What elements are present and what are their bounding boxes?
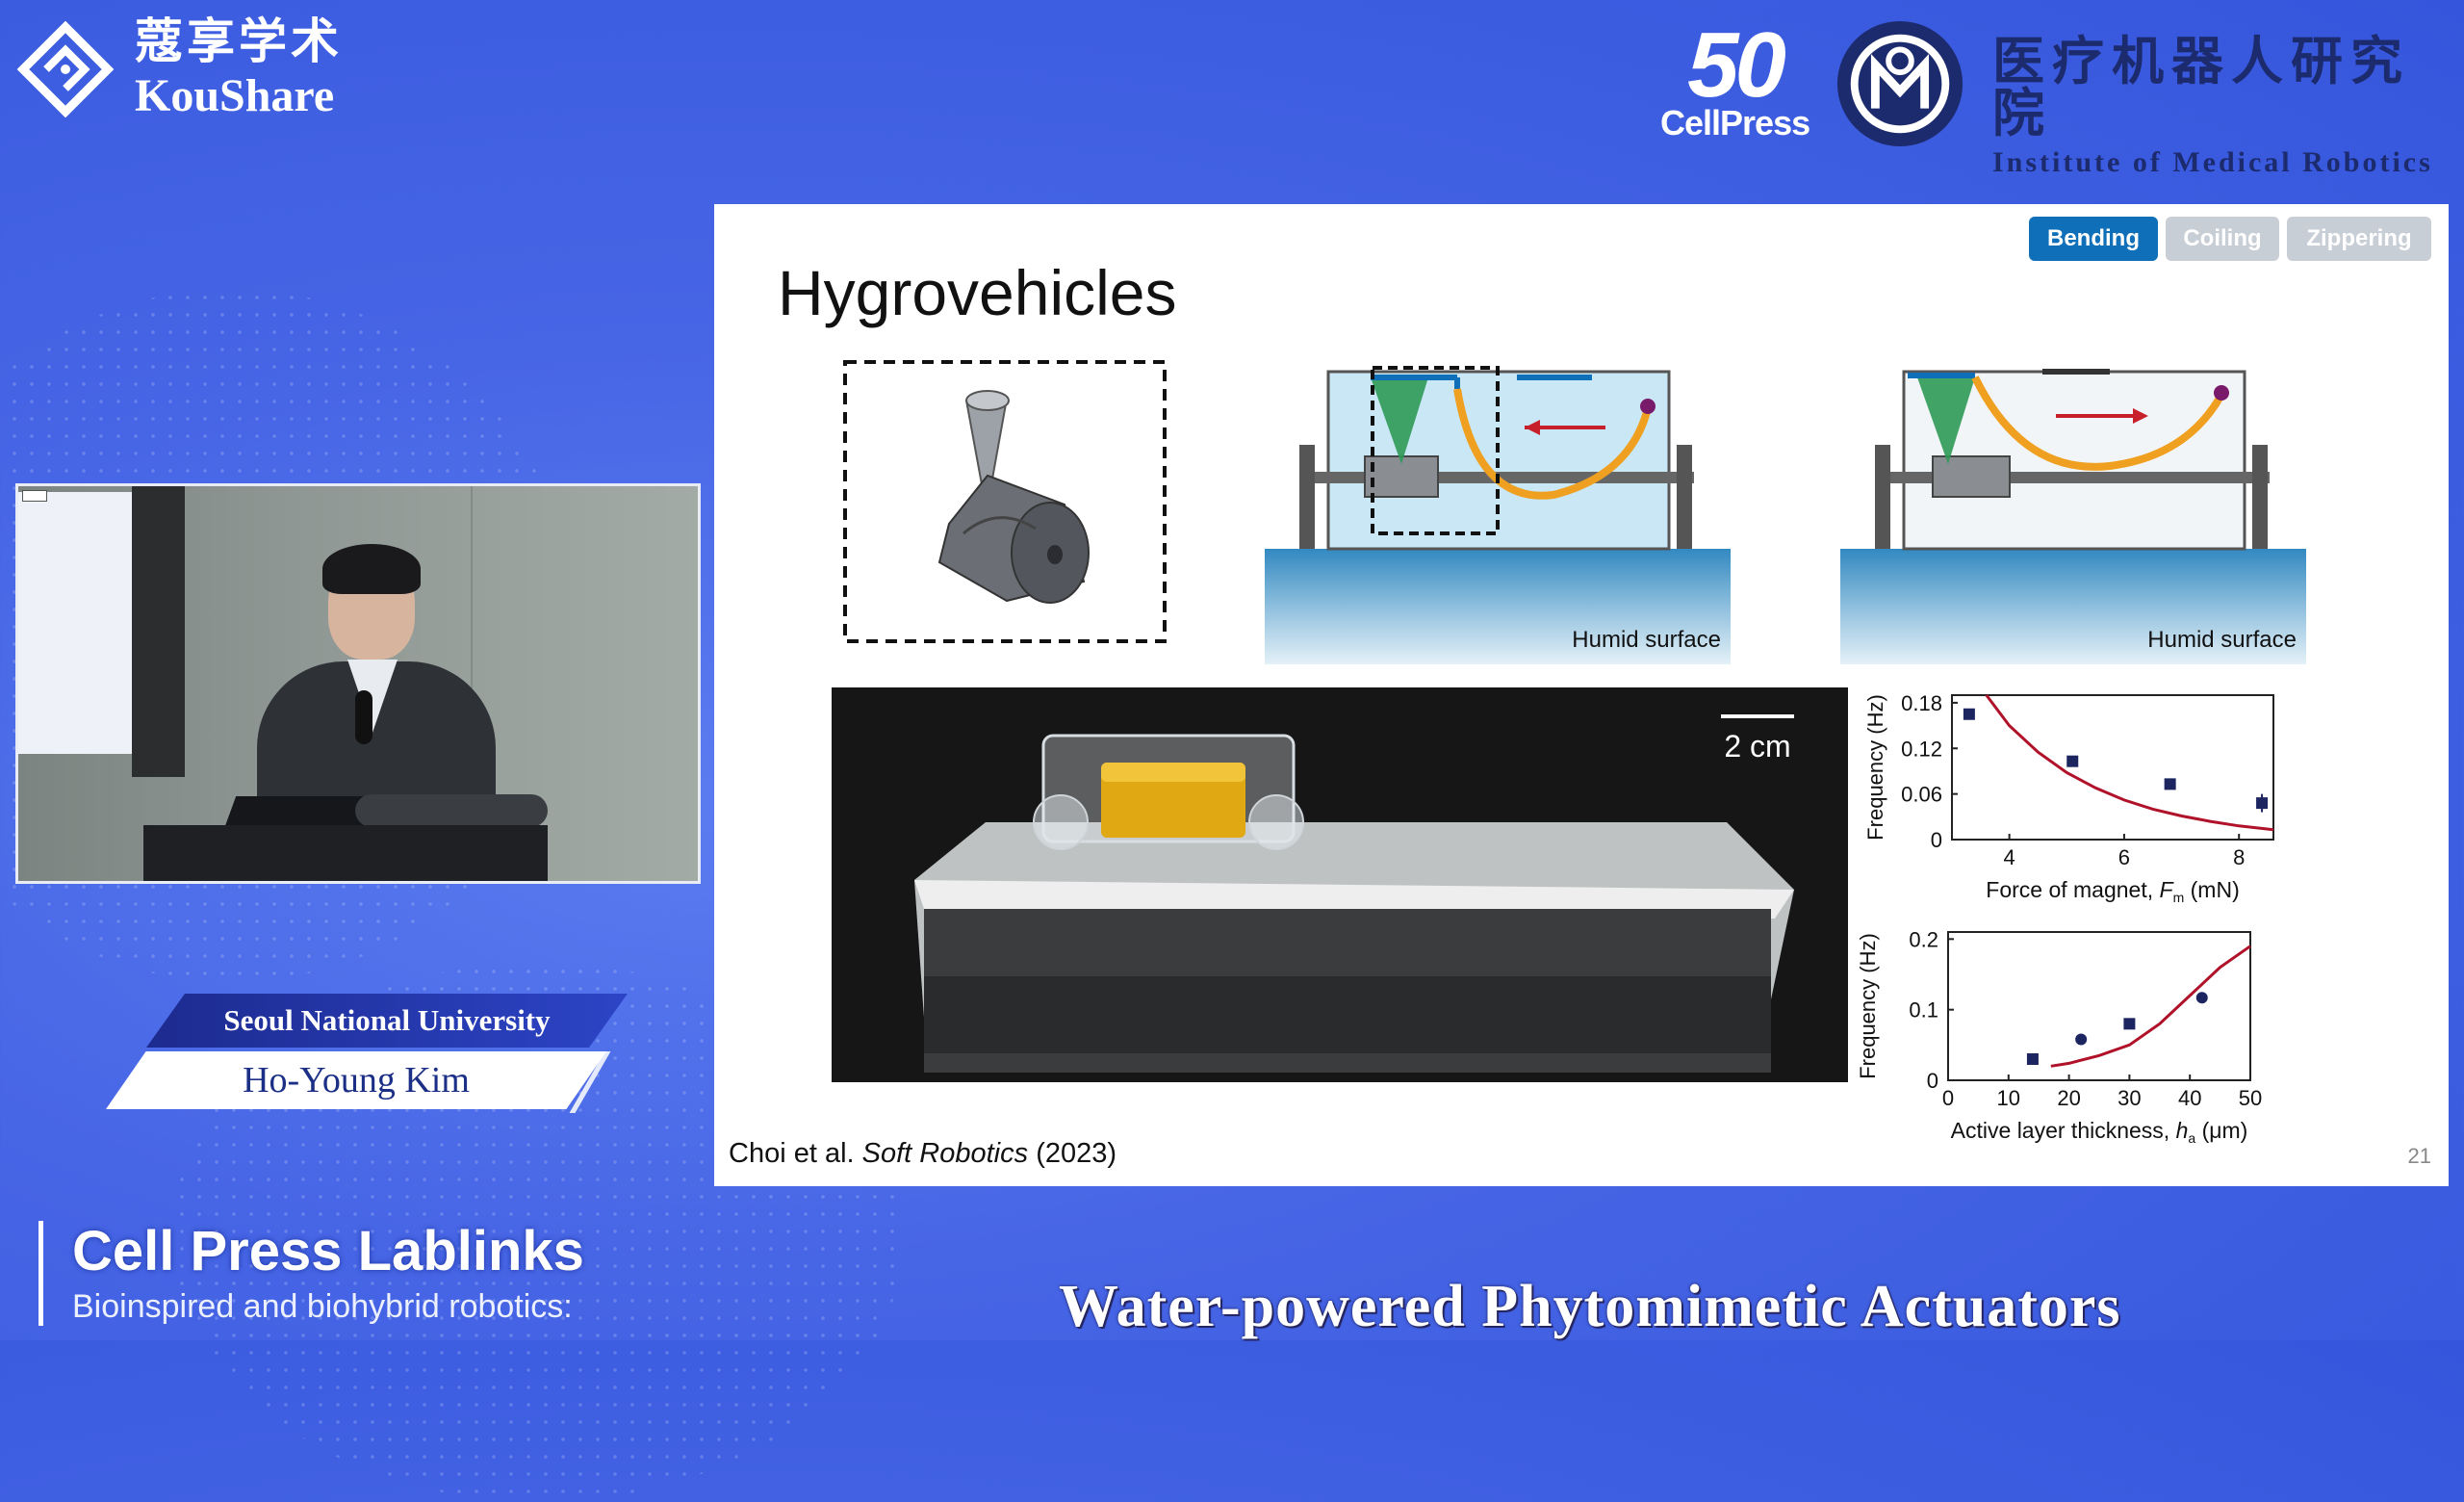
humid-surface-label-left: Humid surface xyxy=(1572,627,1721,653)
citation-authors: Choi et al. xyxy=(729,1138,855,1169)
y-tick-label: 0 xyxy=(1931,828,1942,852)
model-curve xyxy=(2050,945,2251,1068)
data-point xyxy=(2075,1033,2088,1046)
y-tick-label: 0.2 xyxy=(1909,927,1938,951)
imr-cn-name: 医疗机器人研究院 xyxy=(1992,30,2410,143)
speaker-affiliation: Seoul National University xyxy=(146,994,628,1048)
x-axis-label-part: Active layer thickness, xyxy=(1951,1118,2176,1143)
x-tick-label: 30 xyxy=(2118,1086,2141,1110)
y-tick-label: 0.12 xyxy=(1901,737,1942,761)
slide-citation: Choi et al. Soft Robotics (2023) xyxy=(729,1138,1116,1170)
x-tick-label: 50 xyxy=(2239,1086,2262,1110)
microphone-icon xyxy=(355,690,372,744)
x-axis-label-part: (μm) xyxy=(2195,1118,2247,1143)
x-tick-label: 4 xyxy=(2004,845,2015,869)
tab-zippering[interactable]: Zippering xyxy=(2287,217,2431,261)
brand-en-name: KouShare xyxy=(135,70,335,121)
speaker-hair xyxy=(322,544,421,594)
citation-journal: Soft Robotics xyxy=(861,1138,1029,1169)
session-title: Water-powered Phytomimetic Actuators xyxy=(1059,1274,2121,1339)
scale-bar-label: 2 cm xyxy=(1724,729,1790,764)
speaker-video-feed xyxy=(15,483,701,884)
projector-screen xyxy=(18,492,132,754)
hygrovehicle-photo-drawing: 2 cm xyxy=(832,687,1848,1082)
y-axis-label: Frequency (Hz) xyxy=(1856,933,1880,1079)
hygrovehicle-photo: 2 cm xyxy=(832,687,1848,1082)
x-axis-label-part: a xyxy=(2188,1130,2195,1146)
koushare-logo-icon xyxy=(17,21,114,118)
imr-wordmark: 医疗机器人研究院 Institute of Medical Robotics xyxy=(1992,35,2464,179)
y-tick-label: 0.18 xyxy=(1901,691,1942,715)
rotor-3d-model xyxy=(843,360,1167,643)
data-point xyxy=(2066,755,2079,767)
model-curve xyxy=(1985,694,2274,832)
cellpress-50-number: 50 xyxy=(1687,13,1786,117)
x-tick-label: 40 xyxy=(2178,1086,2201,1110)
plot-frame xyxy=(1951,694,2274,841)
slide-page-number: 21 xyxy=(2407,1144,2431,1168)
podium xyxy=(143,825,548,881)
x-axis-label-part: Force of magnet, xyxy=(1986,877,2159,902)
event-series: Cell Press Lablinks xyxy=(72,1220,584,1282)
y-tick-label: 0.06 xyxy=(1901,783,1942,807)
slide-title: Hygrovehicles xyxy=(778,257,1177,328)
frequency-vs-force-chart: 4 6 8 0 0.06 0.12 0.18 Frequency (Hz) Force of m… xyxy=(1863,691,2274,905)
x-tick-label: 0 xyxy=(1942,1086,1954,1110)
tab-bending[interactable]: Bending xyxy=(2029,217,2158,261)
recording-indicator-icon xyxy=(22,490,47,502)
speaker-name: Ho-Young Kim xyxy=(106,1051,606,1109)
tab-coiling[interactable]: Coiling xyxy=(2166,217,2279,261)
x-axis-label: Force of magnet, Fm (mN) xyxy=(1986,877,2239,905)
conference-camera xyxy=(355,794,548,827)
imr-seal-icon xyxy=(1836,20,1964,147)
hygrovehicle-diagram-left: Humid surface xyxy=(1265,366,1731,664)
x-axis-label-part: F xyxy=(2160,877,2175,902)
cellpress-label: CellPress xyxy=(1660,103,1810,143)
x-tick-label: 8 xyxy=(2233,845,2245,869)
x-axis-label: Active layer thickness, ha (μm) xyxy=(1951,1118,2248,1146)
koushare-logo: 蔻享学术 KouShare xyxy=(17,17,343,122)
event-branding: Cell Press Lablinks Bioinspired and bioh… xyxy=(38,1221,584,1326)
data-point xyxy=(2123,1018,2136,1030)
event-subtitle: Bioinspired and biohybrid robotics: xyxy=(72,1287,573,1325)
humid-surface-label-right: Humid surface xyxy=(2147,627,2297,653)
plot-frame xyxy=(1947,931,2251,1081)
imr-en-name: Institute of Medical Robotics xyxy=(1992,146,2433,178)
hygrovehicle-diagram-right: Humid surface xyxy=(1840,369,2306,664)
projector-frame xyxy=(132,486,185,777)
y-tick-label: 0 xyxy=(1927,1069,1938,1093)
brand-cn-name: 蔻享学术 xyxy=(135,13,343,69)
citation-year: (2023) xyxy=(1036,1138,1117,1169)
presentation-slide: Hygrovehicles Bending Coiling Zippering … xyxy=(714,204,2449,1186)
data-point xyxy=(1963,708,1975,720)
x-tick-label: 20 xyxy=(2057,1086,2080,1110)
x-axis-label-part: (mN) xyxy=(2184,877,2239,902)
cellpress-50-logo: 50 CellPress xyxy=(1660,13,1810,143)
x-axis-label-part: m xyxy=(2173,890,2185,905)
data-point xyxy=(2256,797,2269,810)
data-point xyxy=(2195,992,2208,1004)
data-point xyxy=(2026,1053,2039,1065)
wall-seam xyxy=(471,486,473,881)
y-axis-label: Frequency (Hz) xyxy=(1863,694,1887,841)
koushare-wordmark: 蔻享学术 KouShare xyxy=(135,17,343,122)
x-axis-label-part: h xyxy=(2176,1118,2189,1143)
y-tick-label: 0.1 xyxy=(1909,998,1938,1023)
frequency-vs-thickness-chart: 0 10 20 30 40 50 0 0.1 0.2 Frequency (Hz) Active l… xyxy=(1856,927,2262,1146)
data-point xyxy=(2164,778,2176,790)
x-tick-label: 10 xyxy=(1997,1086,2020,1110)
x-tick-label: 6 xyxy=(2118,845,2130,869)
